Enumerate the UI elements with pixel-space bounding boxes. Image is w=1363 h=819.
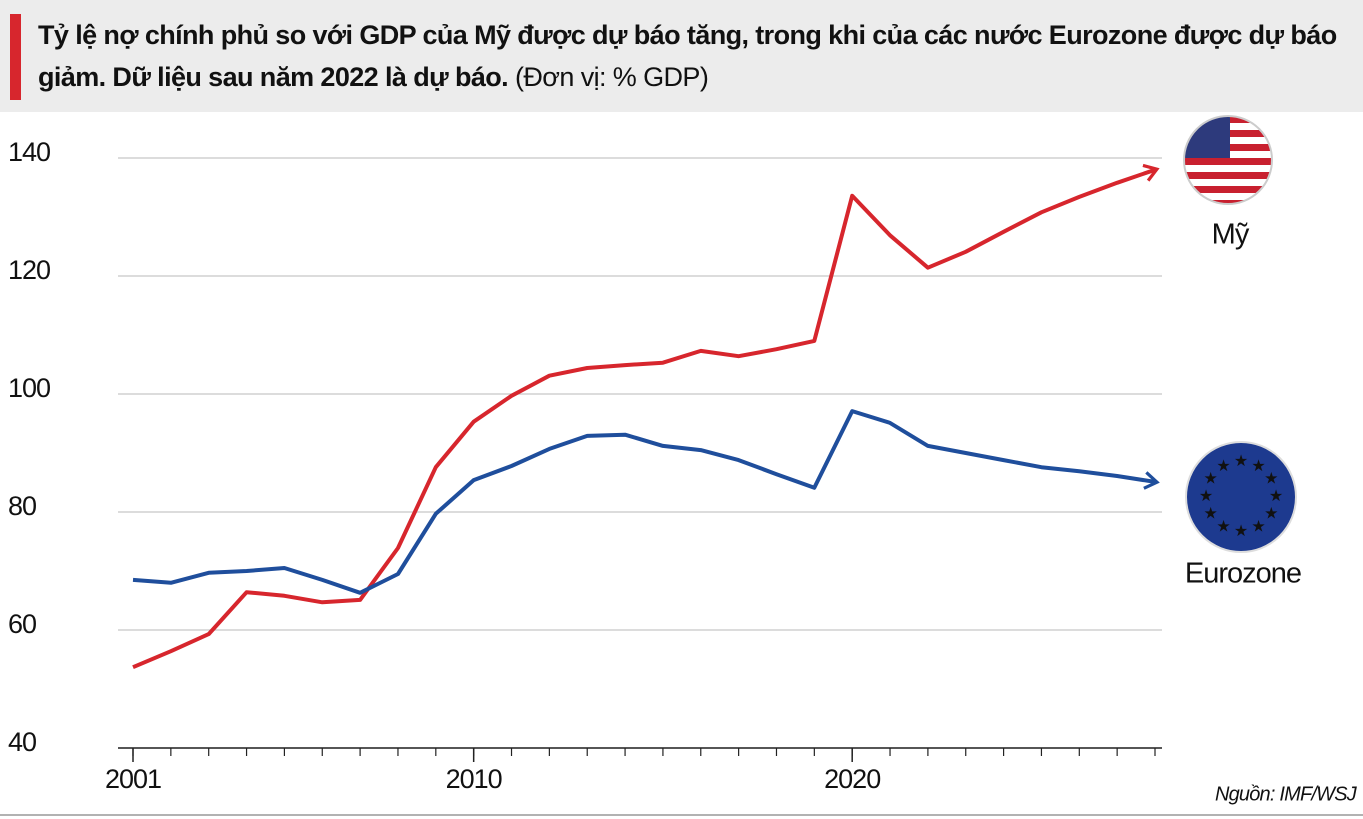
svg-text:★: ★ [1216, 458, 1230, 475]
svg-text:★: ★ [1264, 471, 1278, 488]
svg-text:★: ★ [1204, 471, 1218, 488]
svg-text:★: ★ [1269, 488, 1283, 505]
accent-bar [10, 14, 21, 100]
eu-flag: ★ ★★★★★★★★★★★ [1185, 441, 1297, 553]
y-tick-label: 40 [8, 727, 36, 757]
y-tick-label: 120 [8, 255, 50, 285]
y-tick-label: 60 [8, 609, 36, 639]
x-tick-label: 2020 [824, 764, 880, 794]
svg-text:★: ★ [1216, 519, 1230, 536]
x-tick-label: 2001 [105, 764, 161, 794]
unit: (Đơn vị: % GDP) [514, 62, 709, 92]
chart-title: Tỷ lệ nợ chính phủ so với GDP của Mỹ đượ… [38, 20, 1337, 92]
svg-text:★: ★ [1251, 519, 1265, 536]
series-line [132, 409, 1160, 595]
svg-text:★: ★ [1204, 506, 1218, 523]
header: Tỷ lệ nợ chính phủ so với GDP của Mỹ đượ… [0, 0, 1363, 112]
us-flag [1184, 116, 1272, 204]
us-flag-rim [1183, 115, 1273, 205]
svg-text:★: ★ [1251, 458, 1265, 475]
svg-text:★: ★ [1234, 523, 1248, 540]
legend-label: Eurozone [1185, 558, 1301, 590]
svg-text:★: ★ [1199, 488, 1213, 505]
svg-text:★: ★ [1234, 453, 1248, 470]
source: Nguồn: IMF/WSJ [1215, 783, 1358, 805]
y-tick-label: 140 [8, 137, 50, 167]
title-block: Tỷ lệ nợ chính phủ so với GDP của Mỹ đượ… [38, 14, 1348, 98]
svg-text:★: ★ [1264, 506, 1278, 523]
y-tick-label: 100 [8, 373, 50, 403]
series-line [132, 163, 1160, 670]
x-tick-label: 2010 [446, 764, 502, 794]
y-tick-label: 80 [8, 491, 36, 521]
legend-label: Mỹ [1212, 219, 1250, 251]
